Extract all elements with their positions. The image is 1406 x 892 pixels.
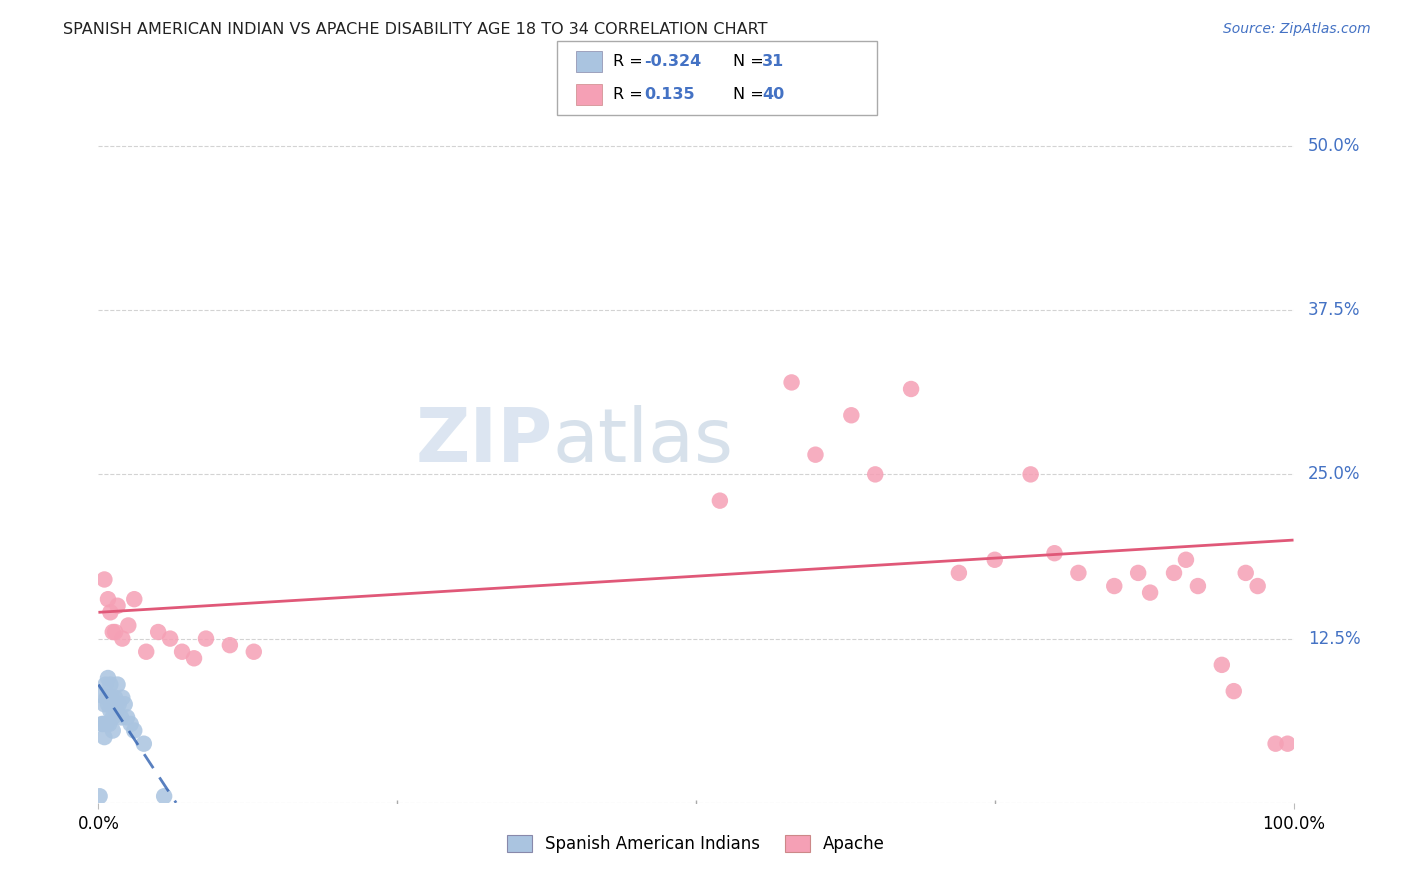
Point (159, 632, 181, 646)
Point (1019, 467, 1042, 482)
Point (804, 448, 827, 462)
Point (1277, 737, 1299, 751)
Text: -0.324: -0.324 (644, 54, 702, 69)
Point (195, 632, 218, 646)
Point (93, 698, 115, 712)
Text: N =: N = (733, 54, 769, 69)
Text: SPANISH AMERICAN INDIAN VS APACHE DISABILITY AGE 18 TO 34 CORRELATION CHART: SPANISH AMERICAN INDIAN VS APACHE DISABI… (63, 22, 768, 37)
Point (89, 789, 111, 804)
Text: 40: 40 (762, 87, 785, 103)
Point (107, 698, 129, 712)
Point (120, 717, 142, 731)
Point (1223, 684, 1246, 698)
Point (105, 704, 128, 718)
Point (183, 651, 205, 665)
Point (841, 409, 863, 423)
Point (97, 592, 120, 607)
Point (948, 566, 970, 580)
Point (110, 710, 132, 724)
Point (1104, 579, 1126, 593)
Point (243, 645, 266, 659)
Point (148, 625, 170, 640)
Point (98, 690, 121, 705)
Point (1067, 566, 1090, 580)
Point (100, 690, 122, 705)
Text: R =: R = (613, 54, 648, 69)
Point (111, 632, 134, 646)
Legend: Spanish American Indians, Apache: Spanish American Indians, Apache (501, 828, 891, 860)
Point (96, 717, 118, 731)
Point (1211, 657, 1233, 672)
Point (101, 723, 124, 738)
Point (91, 717, 114, 731)
Point (1163, 566, 1185, 580)
Point (780, 376, 803, 390)
Point (1234, 566, 1257, 580)
Text: 12.5%: 12.5% (1308, 630, 1361, 648)
Point (124, 723, 146, 738)
Point (98, 704, 122, 718)
Point (1187, 579, 1209, 593)
Point (104, 625, 127, 640)
Text: 50.0%: 50.0% (1308, 137, 1360, 155)
Point (1175, 553, 1198, 567)
Point (97, 698, 120, 712)
Text: atlas: atlas (553, 405, 734, 478)
Point (153, 789, 176, 804)
Point (103, 698, 125, 712)
Point (93, 573, 115, 587)
Point (93, 730, 115, 744)
Text: 0.135: 0.135 (644, 87, 695, 103)
Point (1264, 737, 1286, 751)
Point (1247, 579, 1270, 593)
Point (865, 467, 887, 482)
Point (101, 625, 124, 640)
Text: 37.5%: 37.5% (1308, 301, 1361, 319)
Text: 31: 31 (762, 54, 785, 69)
Point (135, 645, 157, 659)
Point (104, 690, 127, 705)
Text: 25.0%: 25.0% (1308, 466, 1361, 483)
Point (132, 737, 155, 751)
Point (90, 688, 112, 702)
Point (107, 599, 129, 613)
Point (114, 698, 136, 712)
Point (96, 690, 118, 705)
Text: ZIP: ZIP (415, 405, 553, 478)
Point (98, 677, 122, 691)
Point (1128, 566, 1150, 580)
Point (97, 671, 120, 685)
Point (115, 710, 138, 724)
Text: Source: ZipAtlas.com: Source: ZipAtlas.com (1223, 22, 1371, 37)
Point (1139, 585, 1161, 599)
Point (219, 638, 242, 652)
Point (98, 605, 122, 619)
Point (172, 645, 194, 659)
Point (111, 690, 134, 705)
Point (94, 677, 117, 691)
Point (1043, 546, 1066, 560)
Point (117, 618, 139, 632)
Point (124, 592, 146, 607)
Point (107, 677, 129, 691)
Point (91, 717, 114, 731)
Point (98, 717, 121, 731)
Text: R =: R = (613, 87, 648, 103)
Point (900, 382, 922, 396)
Point (101, 710, 124, 724)
Text: N =: N = (733, 87, 769, 103)
Point (984, 553, 1007, 567)
Point (709, 493, 731, 508)
